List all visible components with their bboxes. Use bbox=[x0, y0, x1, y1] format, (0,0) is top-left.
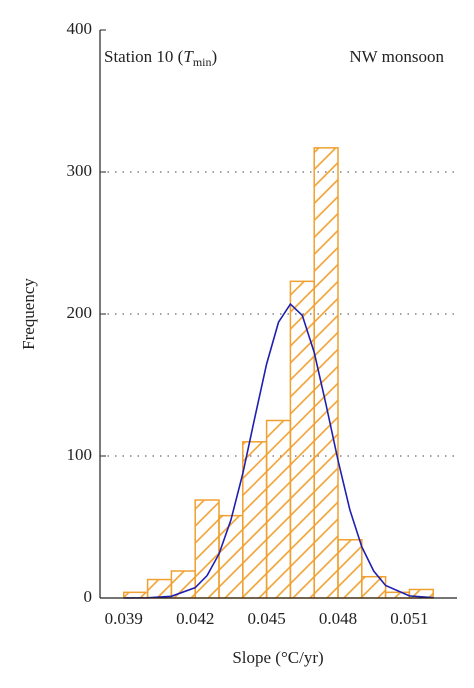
y-tick-label: 400 bbox=[67, 19, 93, 38]
bar bbox=[337, 539, 363, 599]
bar bbox=[242, 441, 268, 599]
x-tick-label: 0.051 bbox=[390, 609, 428, 628]
y-tick-label: 200 bbox=[67, 303, 93, 322]
y-tick-label: 300 bbox=[67, 161, 93, 180]
x-tick-label: 0.042 bbox=[176, 609, 214, 628]
y-tick-label: 0 bbox=[84, 587, 93, 606]
annotation-text: Station 10 ( bbox=[104, 47, 184, 66]
x-tick-label: 0.039 bbox=[105, 609, 143, 628]
bar bbox=[218, 514, 244, 599]
annotation-symbol: T bbox=[183, 47, 194, 66]
x-axis-label: Slope (°C/yr) bbox=[232, 648, 323, 667]
fit-curve bbox=[123, 302, 434, 599]
x-tick-label: 0.048 bbox=[319, 609, 357, 628]
annotation-close: ) bbox=[211, 47, 217, 66]
y-axis-label: Frequency bbox=[19, 278, 38, 350]
bar bbox=[361, 575, 387, 599]
annotation-subscript: min bbox=[193, 55, 212, 69]
bar bbox=[289, 280, 315, 599]
y-tick-label: 100 bbox=[67, 445, 93, 464]
bar bbox=[313, 147, 339, 599]
bar bbox=[265, 419, 292, 599]
bar bbox=[170, 570, 196, 599]
annotation-right: NW monsoon bbox=[349, 47, 444, 66]
x-tick-label: 0.045 bbox=[247, 609, 285, 628]
annotation-left: Station 10 (Tmin) bbox=[104, 47, 217, 69]
bar bbox=[146, 578, 173, 599]
